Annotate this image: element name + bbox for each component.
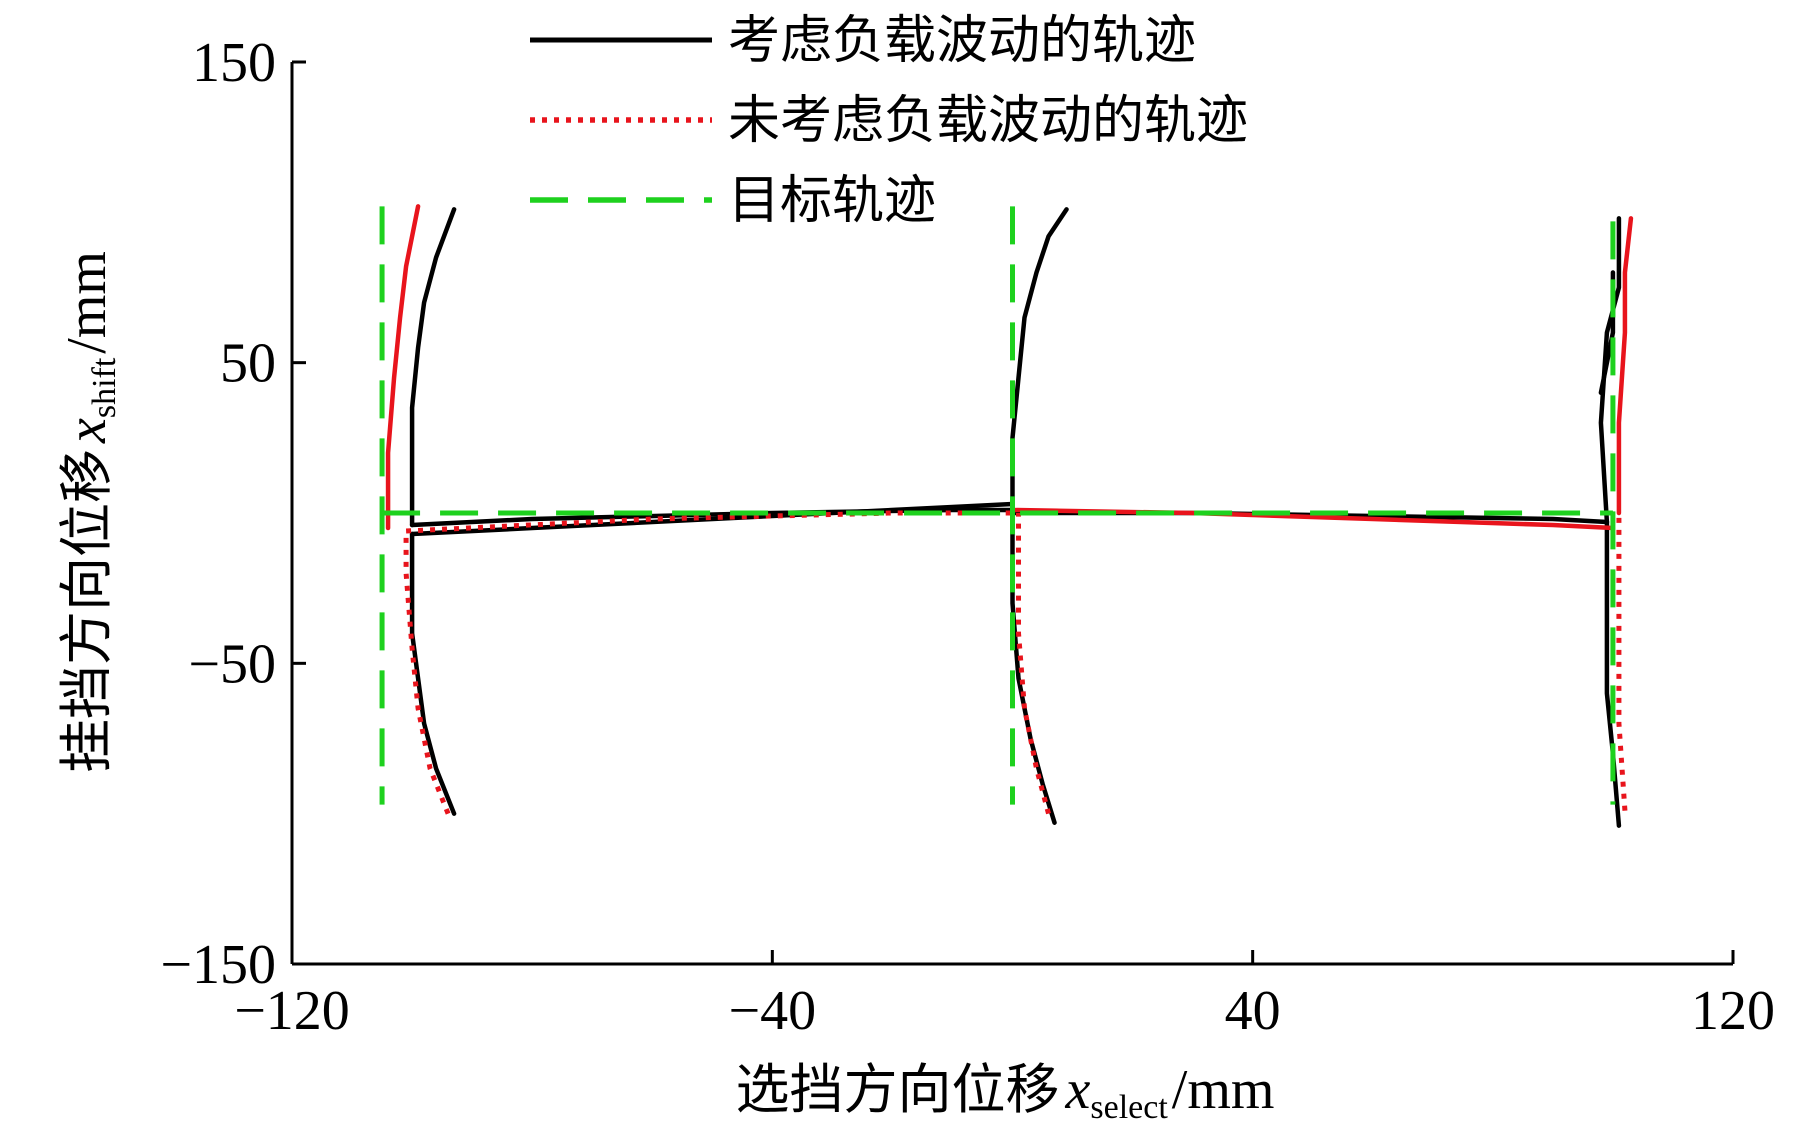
legend-item-unloaded: 未考虑负载波动的轨迹 — [530, 91, 1248, 151]
x-tick-label: −120 — [234, 980, 350, 1042]
y-axis-label-var: x — [56, 418, 118, 444]
series-2-segment-0 — [385, 204, 421, 531]
x-tick-label: 120 — [1691, 980, 1775, 1042]
legend-label-target: 目标轨迹 — [728, 171, 936, 231]
series-2 — [385, 204, 1634, 531]
x-tick-label: −40 — [729, 980, 817, 1042]
series-0-segment-5 — [1010, 207, 1069, 516]
y-tick-label: 50 — [220, 333, 276, 395]
series-0-segment-4 — [1010, 510, 1057, 825]
x-axis-label-var: x — [1065, 1059, 1091, 1121]
series-2-segment-2 — [1616, 216, 1634, 516]
y-axis-label-sub: shift — [86, 357, 123, 418]
x-axis-label-unit: /mm — [1172, 1059, 1275, 1121]
series-1 — [403, 510, 1628, 815]
y-axis-label-text: 挂挡方向位移 — [55, 449, 118, 773]
series-0-segment-7 — [1598, 216, 1622, 525]
series-1-segment-2 — [1016, 513, 1051, 815]
series-3 — [379, 206, 1616, 805]
x-axis-label-sub: select — [1090, 1089, 1168, 1126]
legend-label-unloaded: 未考虑负载波动的轨迹 — [728, 91, 1248, 151]
x-axis-label-text: 选挡方向位移 — [736, 1058, 1060, 1121]
series-1-segment-3 — [1616, 513, 1628, 811]
plot-series — [379, 204, 1634, 828]
y-ticks: 150 50 −50 −150 — [160, 32, 306, 996]
series-0-segment-1 — [409, 501, 1015, 537]
series-0-segment-3 — [409, 207, 457, 528]
series-2-segment-1 — [1010, 507, 1616, 531]
series-0-segment-0 — [409, 531, 457, 816]
y-tick-label: 150 — [192, 32, 276, 94]
axes — [290, 62, 1733, 966]
y-axis-label: 挂挡方向位移 xshift/mm — [55, 251, 123, 773]
series-0-segment-2 — [409, 507, 1015, 528]
legend-item-target: 目标轨迹 — [530, 171, 936, 231]
legend-label-loaded: 考虑负载波动的轨迹 — [728, 11, 1196, 71]
legend: 考虑负载波动的轨迹 未考虑负载波动的轨迹 目标轨迹 — [530, 11, 1248, 231]
y-axis-label-unit: /mm — [56, 251, 118, 354]
y-tick-label: −50 — [188, 633, 276, 695]
x-axis-label: 选挡方向位移 xselect/mm — [736, 1058, 1275, 1126]
x-ticks: −120 −40 40 120 — [234, 950, 1775, 1042]
svg-text:挂挡方向位移xshift/mm: 挂挡方向位移 xshift/mm — [55, 251, 123, 773]
series-1-segment-0 — [403, 531, 451, 815]
series-1-segment-1 — [405, 510, 1013, 534]
x-tick-label: 40 — [1225, 980, 1281, 1042]
y-tick-label: −150 — [160, 934, 276, 996]
legend-item-loaded: 考虑负载波动的轨迹 — [530, 11, 1196, 71]
series-0 — [409, 207, 1622, 828]
